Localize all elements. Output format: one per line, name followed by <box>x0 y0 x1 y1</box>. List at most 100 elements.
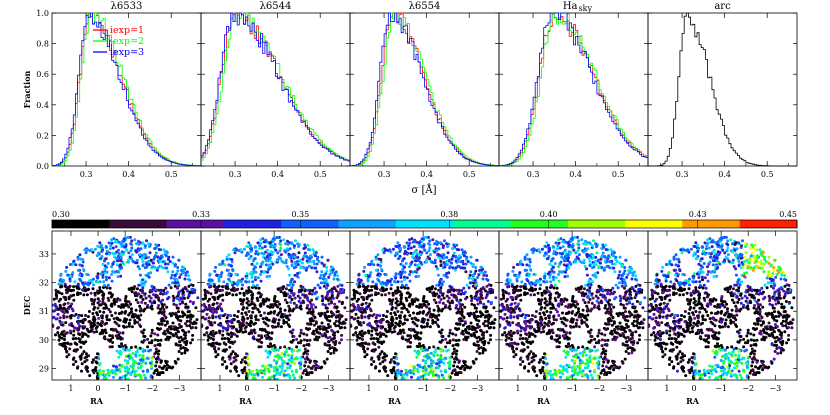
fiber-point <box>148 251 152 255</box>
fiber-point <box>402 303 406 307</box>
fiber-point <box>166 330 170 334</box>
fiber-point <box>241 277 244 281</box>
histogram-series-iexp=2 <box>350 12 499 167</box>
fiber-point <box>412 381 415 384</box>
fiber-point <box>141 298 145 301</box>
fiber-point <box>98 310 102 313</box>
fiber-point <box>422 345 426 349</box>
fiber-point <box>482 302 486 306</box>
fiber-point <box>209 284 212 288</box>
x-tick-label: −1 <box>268 384 280 393</box>
fiber-point <box>337 290 341 294</box>
fiber-point <box>190 288 194 291</box>
fiber-point <box>117 324 121 328</box>
fiber-point <box>439 241 443 245</box>
panel-title: arc <box>714 1 731 12</box>
fiber-point <box>396 280 400 284</box>
fiber-point <box>276 377 279 380</box>
fiber-point <box>486 290 490 294</box>
colorbar-segment <box>510 220 569 228</box>
fiber-point <box>287 353 291 357</box>
fiber-point <box>222 314 225 318</box>
fiber-point <box>261 317 265 321</box>
fiber-point <box>425 377 428 380</box>
fiber-point <box>352 293 356 297</box>
fiber-point <box>444 260 448 263</box>
fiber-point <box>362 269 366 273</box>
fiber-point <box>464 328 468 331</box>
fiber-point <box>182 296 186 300</box>
fiber-point <box>217 342 221 346</box>
fiber-point <box>100 290 104 294</box>
fiber-point <box>258 244 262 248</box>
y-tick-label: 29 <box>39 365 49 374</box>
fiber-point <box>260 327 264 331</box>
fiber-point <box>92 324 95 328</box>
fiber-point <box>253 331 257 335</box>
fiber-point <box>251 310 255 314</box>
fiber-point <box>248 272 252 276</box>
fiber-point <box>58 303 62 307</box>
fiber-point <box>325 357 329 361</box>
fiber-point <box>76 282 80 286</box>
fiber-point <box>423 325 427 329</box>
fiber-point <box>169 286 173 290</box>
fiber-point <box>289 256 293 260</box>
fiber-point <box>85 355 89 359</box>
fiber-point <box>388 360 392 364</box>
fiber-point <box>298 375 302 379</box>
fiber-point <box>453 373 457 376</box>
fiber-point <box>334 319 338 323</box>
fiber-point <box>120 342 123 346</box>
fiber-point <box>284 258 288 262</box>
fiber-point <box>140 300 144 304</box>
fiber-point <box>136 347 140 351</box>
fiber-point <box>127 300 131 304</box>
fiber-point <box>489 283 493 287</box>
fiber-point <box>291 338 295 342</box>
fiber-point <box>270 375 274 379</box>
fiber-point <box>396 362 400 366</box>
fiber-point <box>270 344 274 348</box>
fiber-point <box>318 276 322 280</box>
fiber-point <box>70 314 74 317</box>
fiber-point <box>99 272 103 276</box>
fiber-point <box>118 331 122 335</box>
fiber-point <box>417 274 421 278</box>
fiber-point <box>279 243 283 247</box>
x-tick-label: 1 <box>217 384 222 393</box>
fiber-point <box>458 366 462 370</box>
fiber-point <box>474 357 478 361</box>
fiber-point <box>279 290 283 294</box>
fiber-point <box>186 296 190 300</box>
fiber-point <box>146 260 150 263</box>
fiber-point <box>270 243 273 247</box>
fiber-point <box>162 289 166 292</box>
fiber-point <box>221 329 225 333</box>
fiber-point <box>250 302 254 306</box>
fiber-point <box>290 259 294 263</box>
fiber-point <box>462 254 466 258</box>
fiber-point <box>460 303 464 307</box>
fiber-point <box>420 325 424 329</box>
fiber-point <box>213 288 217 292</box>
fiber-point <box>165 363 169 367</box>
fiber-point <box>597 331 601 335</box>
fiber-point <box>315 330 319 334</box>
fiber-point <box>407 244 411 248</box>
fiber-point <box>269 303 273 307</box>
fiber-point <box>133 373 137 377</box>
fiber-point <box>360 303 364 307</box>
fiber-point <box>462 361 466 365</box>
fiber-point <box>455 248 459 251</box>
fiber-point <box>274 248 278 252</box>
fiber-point <box>177 258 181 262</box>
fiber-point <box>313 254 317 258</box>
fiber-point <box>82 293 86 297</box>
fiber-point <box>470 299 473 303</box>
fiber-point <box>76 321 80 325</box>
fiber-point <box>123 304 126 308</box>
fiber-point <box>457 338 461 342</box>
